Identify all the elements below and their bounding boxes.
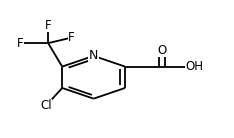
Text: O: O xyxy=(158,43,167,57)
Text: F: F xyxy=(45,19,51,32)
Text: OH: OH xyxy=(186,60,204,73)
Text: N: N xyxy=(89,49,98,62)
Text: F: F xyxy=(17,37,23,50)
Text: Cl: Cl xyxy=(40,99,52,112)
Text: F: F xyxy=(68,31,75,44)
